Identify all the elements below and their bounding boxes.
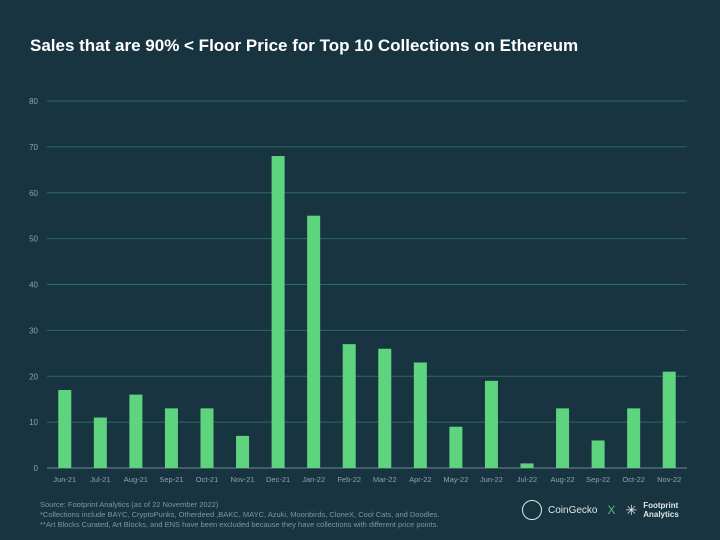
y-tick-label: 50 — [29, 235, 38, 244]
logos: CoinGecko X ✳ Footprint Analytics — [522, 500, 679, 520]
source-note: Source: Footprint Analytics (as of 22 No… — [40, 500, 219, 509]
x-tick-label: Nov-21 — [230, 475, 254, 484]
x-tick-label: Sep-21 — [159, 475, 183, 484]
bar-Sep-22 — [591, 440, 605, 468]
x-tick-label: May-22 — [443, 475, 468, 484]
x-tick-label: Oct-22 — [622, 475, 645, 484]
x-tick-label: Dec-21 — [266, 475, 290, 484]
x-tick-label: Jul-21 — [90, 475, 110, 484]
x-tick-label: Jun-22 — [480, 475, 503, 484]
bar-Jun-21 — [58, 390, 72, 468]
bar-Jul-22 — [520, 463, 534, 468]
x-tick-label: Nov-22 — [657, 475, 681, 484]
bar-Jul-21 — [93, 417, 107, 468]
chart-title: Sales that are 90% < Floor Price for Top… — [30, 36, 579, 55]
bar-Oct-21 — [200, 408, 214, 468]
bar-Nov-21 — [236, 435, 250, 468]
exclusion-note: **Art Blocks Curated, Art Blocks, and EN… — [40, 520, 439, 529]
bar-Oct-22 — [627, 408, 641, 468]
x-tick-label: Aug-22 — [550, 475, 574, 484]
bar-Dec-21 — [271, 156, 285, 469]
bar-Feb-22 — [342, 344, 356, 468]
y-tick-label: 40 — [29, 281, 38, 290]
bar-Apr-22 — [413, 362, 427, 468]
bar-Sep-21 — [164, 408, 178, 468]
bar-May-22 — [449, 426, 463, 468]
bar-Aug-21 — [129, 394, 143, 468]
x-tick-label: Sep-22 — [586, 475, 610, 484]
bar-Nov-22 — [662, 371, 676, 468]
footprint-label: Footprint Analytics — [643, 501, 679, 519]
x-tick-label: Oct-21 — [196, 475, 219, 484]
footprint-logo-icon: ✳ — [625, 501, 638, 518]
x-tick-label: Feb-22 — [337, 475, 361, 484]
y-tick-label: 60 — [29, 189, 38, 198]
x-tick-label: Jan-22 — [302, 475, 325, 484]
x-tick-label: Mar-22 — [373, 475, 397, 484]
y-tick-label: 0 — [34, 464, 39, 473]
y-tick-label: 30 — [29, 326, 38, 335]
coingecko-logo-icon — [522, 500, 542, 520]
x-tick-label: Aug-21 — [124, 475, 148, 484]
x-tick-label: Jun-21 — [53, 475, 76, 484]
x-tick-label: Jul-22 — [517, 475, 537, 484]
x-separator: X — [607, 503, 616, 517]
bar-Jan-22 — [307, 215, 321, 468]
bar-Mar-22 — [378, 348, 392, 468]
footprint-sub: Analytics — [643, 510, 679, 519]
collections-note: *Collections include BAYC, CryptoPunks, … — [40, 510, 440, 519]
y-tick-label: 20 — [29, 372, 38, 381]
y-tick-label: 70 — [29, 143, 38, 152]
bar-Aug-22 — [556, 408, 570, 468]
x-tick-label: Apr-22 — [409, 475, 432, 484]
y-tick-label: 10 — [29, 418, 38, 427]
y-tick-label: 80 — [29, 97, 38, 106]
footprint-name: Footprint — [643, 501, 679, 510]
coingecko-label: CoinGecko — [548, 504, 598, 516]
bar-Jun-22 — [484, 380, 498, 468]
